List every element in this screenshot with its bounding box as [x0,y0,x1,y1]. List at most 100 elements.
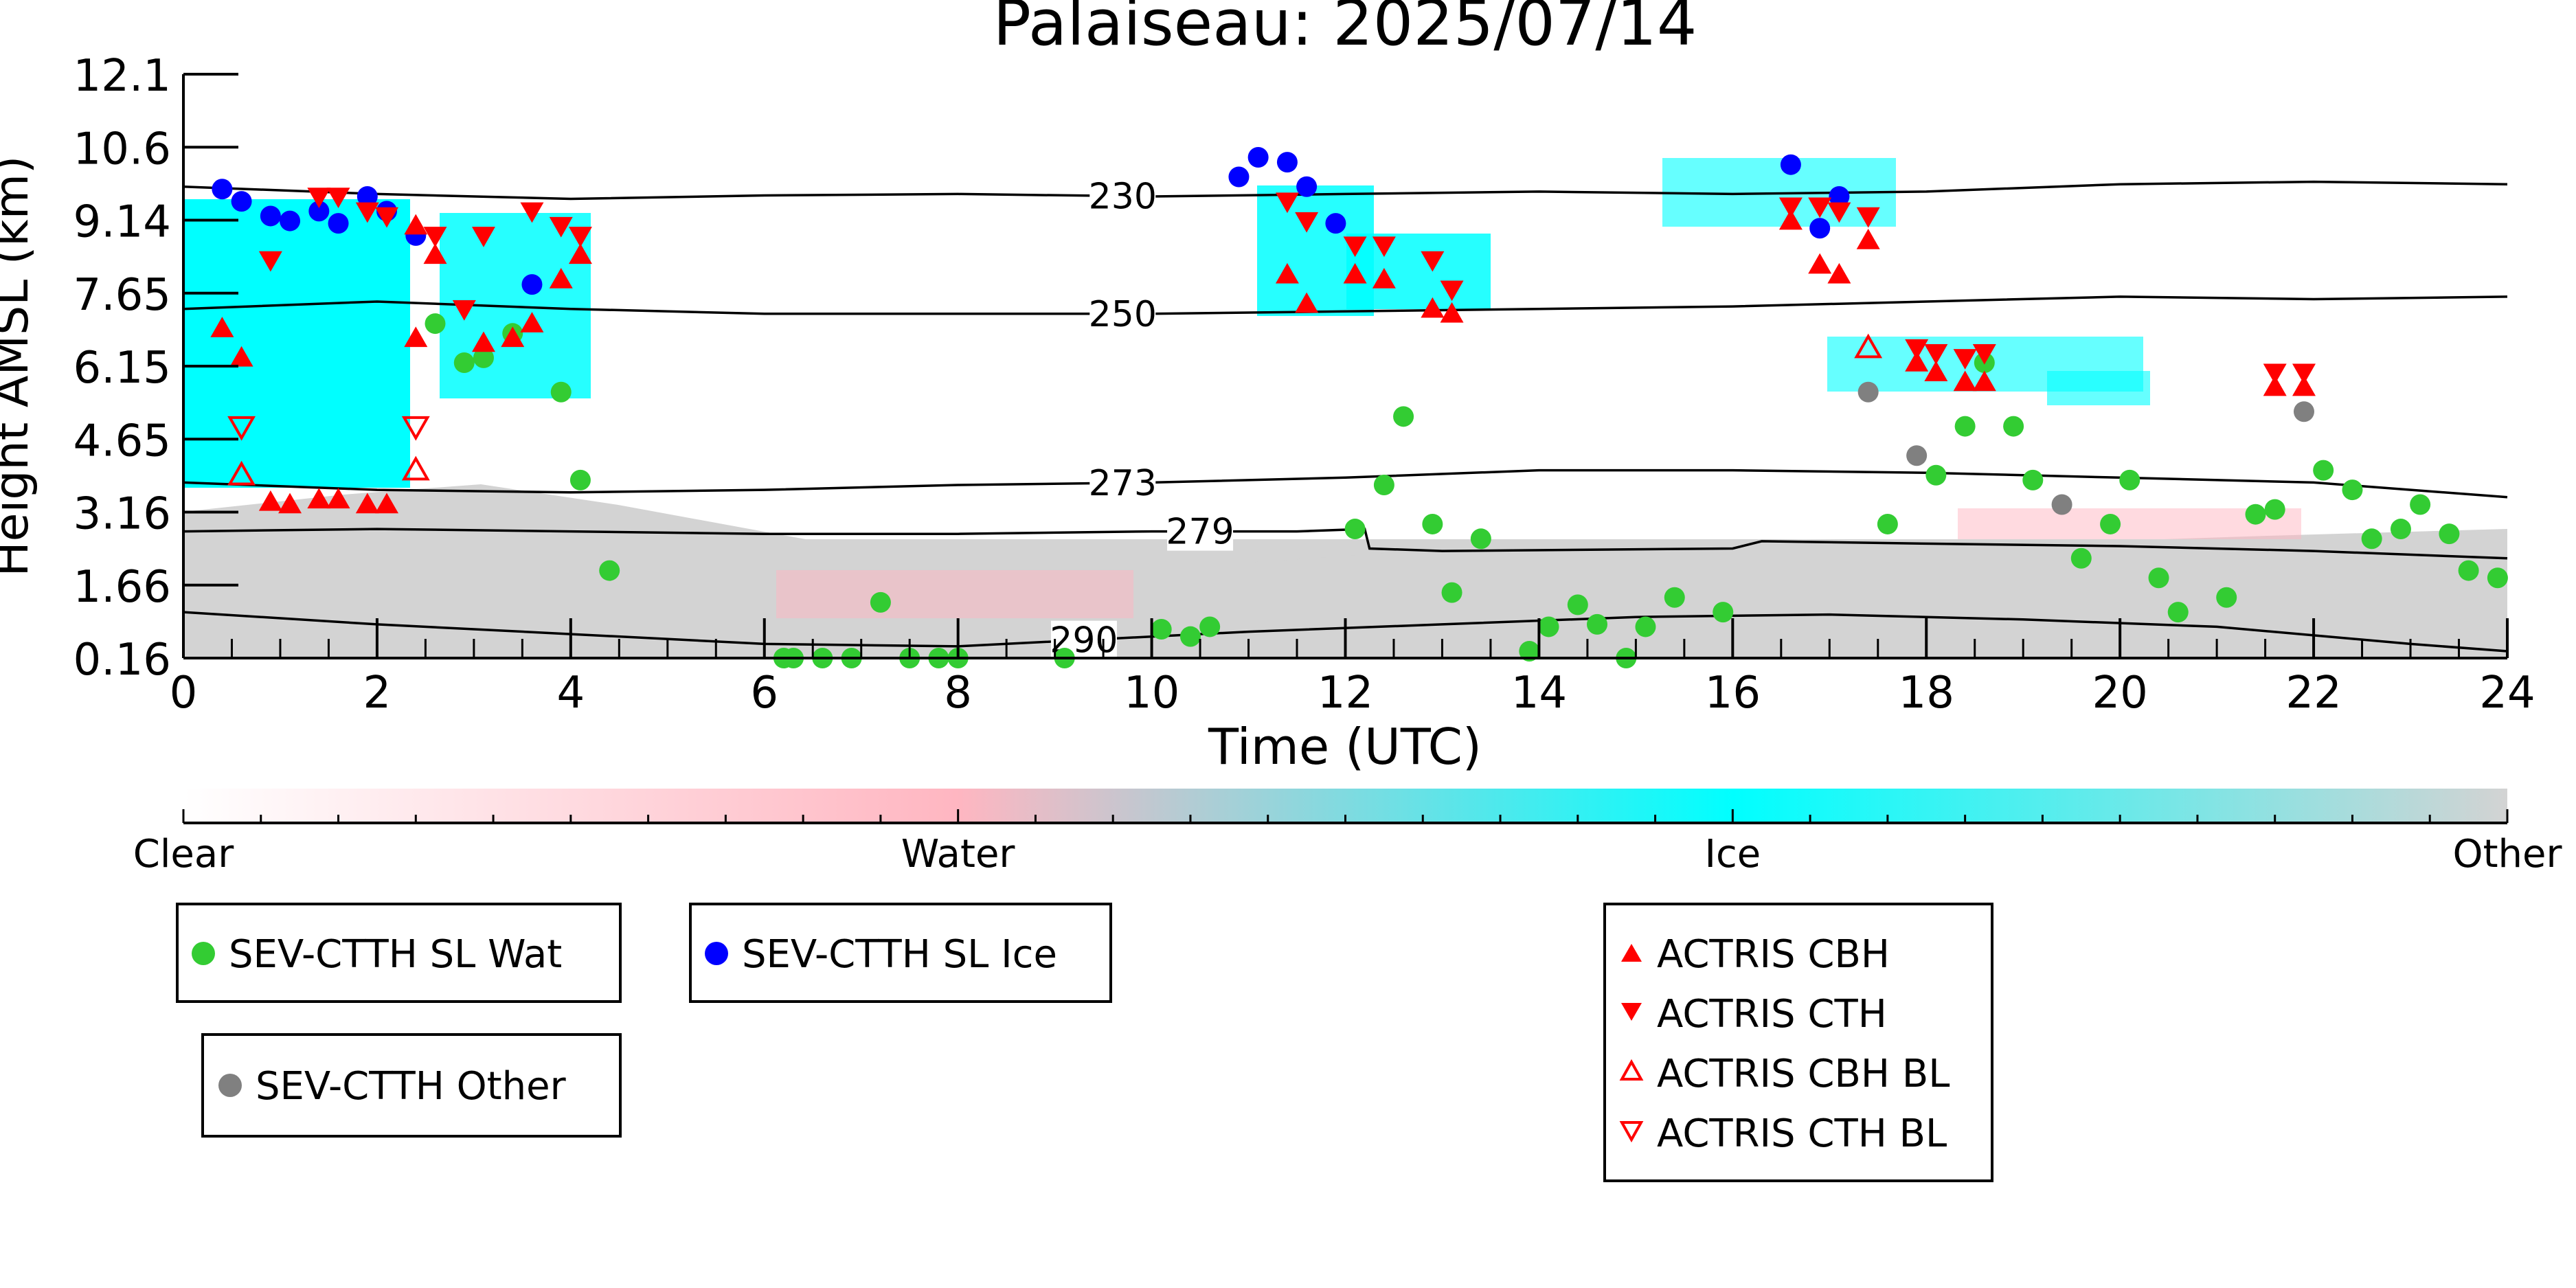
legend-sev-ice: SEV-CTTH SL Ice [689,903,1112,1003]
isotherm-line [183,528,2508,560]
data-point [210,317,234,337]
legend-label: ACTRIS CTH BL [1657,1111,1947,1156]
data-point [1924,344,1948,365]
data-point [1808,197,1832,218]
data-point [2264,499,2285,520]
data-point [229,346,253,367]
data-point [375,493,399,514]
data-point [1925,464,1947,486]
legend-sev-other: SEV-CTTH Other [201,1033,622,1138]
data-point [401,455,430,481]
data-point [423,227,447,247]
data-point [231,191,252,212]
data-point [1827,262,1851,284]
data-point [2313,460,2334,481]
data-point [1972,370,1996,392]
legend-marker-cth-bl [1619,1121,1644,1143]
data-point [2410,494,2431,515]
data-point [2167,602,2189,623]
legend-label: ACTRIS CBH BL [1657,1052,1950,1096]
data-point [2263,363,2287,385]
data-point [1421,251,1445,272]
data-point [1422,513,1443,534]
y-tick-label: 0.16 [74,635,172,686]
data-point [2216,587,2237,608]
data-point [2458,560,2479,581]
data-point [1778,197,1803,218]
ice-cloud-column [183,261,259,426]
isotherm-label-background [1167,512,1234,551]
data-point [2487,567,2508,589]
data-point [375,207,399,228]
data-point [227,416,256,441]
data-point [1373,474,1394,495]
data-point [258,490,282,511]
data-point [453,352,475,374]
data-point [1295,292,1319,313]
ice-cloud-region [1346,234,1491,309]
data-point [521,274,543,295]
legend-label: ACTRIS CTH [1657,992,1887,1037]
data-point [1296,176,1318,197]
data-point [2070,547,2092,569]
data-point [501,326,525,348]
data-point [2003,416,2024,437]
data-point [404,214,428,235]
data-point [1344,519,1366,540]
data-point [471,331,495,352]
data-point [1275,192,1299,214]
data-point [423,243,447,264]
data-point [2390,519,2411,540]
isotherm-label-background [1089,294,1156,333]
data-point [425,313,446,335]
y-tick-label: 12.1 [74,51,172,102]
data-point [278,493,302,514]
data-point [1856,207,1880,228]
data-point [1421,297,1445,318]
y-tick-label: 10.6 [74,124,172,174]
surface-other-region [183,484,2507,658]
data-point [1829,185,1850,207]
x-axis-label: Time (UTC) [1208,718,1482,776]
data-point [1275,262,1299,284]
data-point [2100,513,2121,534]
data-point [2292,375,2316,396]
legend-marker-cbh-bl [1619,1059,1644,1081]
water-patch [776,570,1133,618]
data-point [1954,416,1976,437]
x-tick-label: 8 [944,668,972,719]
colorbar-ticks: Clear Water Ice Other [133,809,2562,877]
y-tick-label: 3.16 [74,489,172,540]
data-point [1567,594,1588,615]
data-point [404,326,428,348]
data-point [1972,344,1996,365]
data-point [1519,641,1540,662]
data-point [1827,202,1851,223]
y-tick-label: 1.66 [74,562,172,613]
data-point [1440,280,1464,302]
y-tick-label: 7.65 [74,270,172,321]
data-point [1372,267,1396,289]
isotherm-line [183,295,2508,315]
data-point [520,202,544,223]
data-point [1924,361,1948,382]
data-point [2119,469,2140,490]
data-point [549,216,573,238]
isotherm-label: 273 [1089,463,1157,504]
data-point [280,210,301,231]
data-point [2293,401,2314,422]
isotherm-label: 230 [1089,176,1157,217]
data-point [1857,381,1879,403]
isotherm-line [183,180,2508,201]
x-tick-label: 18 [1899,668,1954,719]
x-tick-label: 24 [2479,668,2535,719]
data-point [1199,616,1221,637]
legend-box [176,903,622,1003]
data-point [328,213,349,234]
data-point [357,185,378,207]
x-tick-label: 2 [363,668,392,719]
legend-label: ACTRIS CBH [1657,932,1890,977]
legend-label: SEV-CTTH SL Ice [742,932,1057,977]
isotherm-label: 279 [1166,512,1234,553]
